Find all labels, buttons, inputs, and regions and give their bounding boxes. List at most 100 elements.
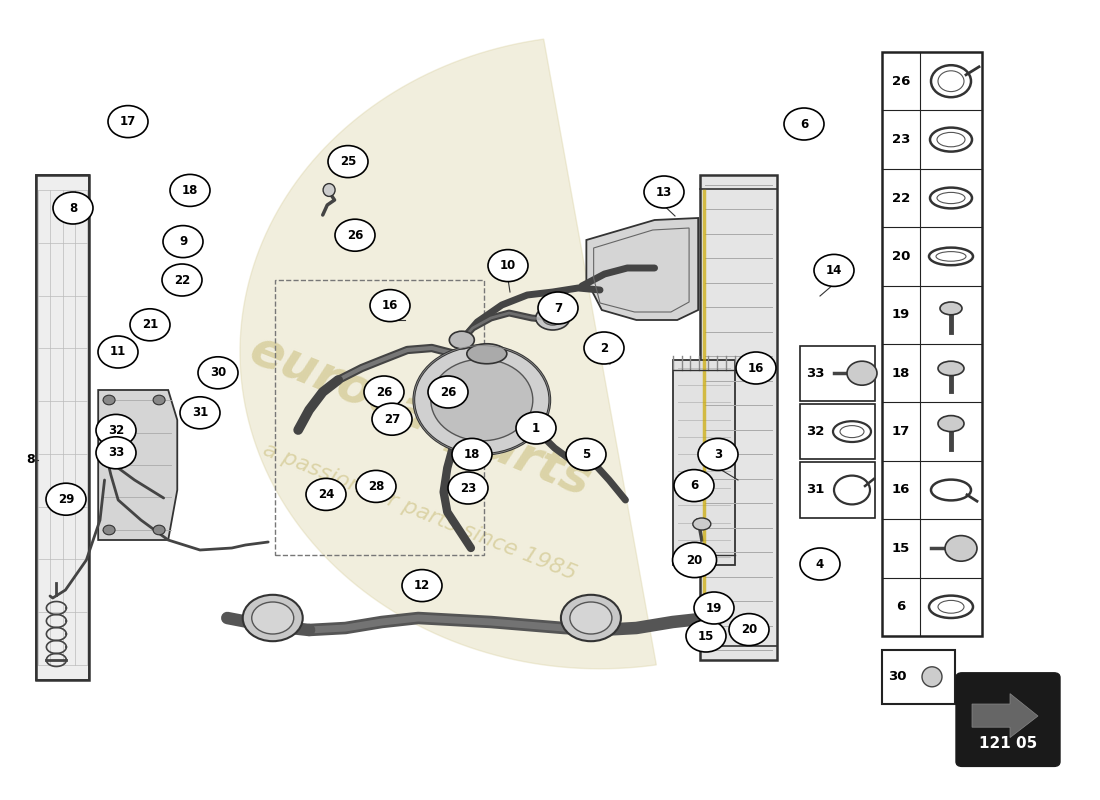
Circle shape [584,332,624,364]
Circle shape [448,472,488,504]
Circle shape [452,438,492,470]
Circle shape [103,395,116,405]
Ellipse shape [938,361,964,375]
Text: 6: 6 [800,118,808,130]
Polygon shape [98,390,177,540]
Text: 17: 17 [120,115,136,128]
Text: 15: 15 [697,630,714,642]
Circle shape [130,309,170,341]
Text: a passion for parts since 1985: a passion for parts since 1985 [261,440,580,584]
Text: 26: 26 [346,229,363,242]
Text: 21: 21 [142,318,158,331]
Text: 12: 12 [414,579,430,592]
Text: 26: 26 [440,386,456,398]
Bar [700,175,778,660]
Circle shape [103,525,116,534]
Text: 27: 27 [384,413,400,426]
Ellipse shape [940,302,962,314]
Bar [800,404,874,459]
Text: 32: 32 [806,425,824,438]
Text: 33: 33 [806,366,824,380]
Circle shape [328,146,369,178]
Circle shape [414,346,550,454]
Circle shape [96,437,136,469]
Text: 14: 14 [826,264,843,277]
Text: 1: 1 [532,422,540,434]
Text: 20: 20 [686,554,703,566]
Text: 5: 5 [582,448,590,461]
Text: 13: 13 [656,186,672,198]
Bar [275,280,484,555]
Circle shape [402,570,442,602]
Text: 22: 22 [174,274,190,286]
Circle shape [364,376,404,408]
Bar [36,175,89,680]
Text: 8: 8 [69,202,77,214]
Polygon shape [586,218,698,320]
Text: 20: 20 [892,250,910,263]
Circle shape [336,219,375,251]
Ellipse shape [561,594,620,642]
Text: 29: 29 [58,493,74,506]
Text: 6: 6 [690,479,698,492]
Text: 31: 31 [191,406,208,419]
Text: 18: 18 [892,366,910,380]
Text: 4: 4 [816,558,824,570]
Circle shape [370,290,410,322]
Ellipse shape [542,310,563,325]
Text: 121 05: 121 05 [979,737,1037,751]
Polygon shape [240,39,657,669]
Circle shape [736,352,776,384]
Text: 16: 16 [382,299,398,312]
Ellipse shape [466,344,507,364]
Text: 17: 17 [892,425,910,438]
Text: 15: 15 [892,542,910,555]
Text: 10: 10 [499,259,516,272]
Ellipse shape [570,602,612,634]
Text: 23: 23 [892,133,910,146]
Text: 23: 23 [460,482,476,494]
Text: 32: 32 [108,424,124,437]
Bar [800,346,874,401]
Ellipse shape [693,518,711,530]
Text: 11: 11 [110,346,126,358]
Circle shape [163,226,204,258]
Circle shape [108,106,148,138]
Circle shape [162,264,202,296]
Circle shape [729,614,769,646]
Circle shape [46,483,86,515]
Circle shape [694,592,734,624]
Text: 30: 30 [888,670,906,683]
FancyBboxPatch shape [956,673,1060,766]
Circle shape [945,535,977,561]
Text: 22: 22 [892,191,910,205]
Ellipse shape [922,667,942,686]
Polygon shape [972,694,1038,738]
Circle shape [847,361,877,385]
Circle shape [96,414,136,446]
Text: 19: 19 [706,602,723,614]
Circle shape [672,542,716,578]
Circle shape [488,250,528,282]
Bar [800,462,874,518]
Text: 19: 19 [892,308,910,322]
Ellipse shape [938,415,964,431]
Circle shape [53,192,94,224]
Ellipse shape [243,594,302,642]
Text: 31: 31 [806,483,824,497]
Circle shape [431,359,532,441]
Circle shape [198,357,238,389]
Ellipse shape [571,454,593,469]
Circle shape [538,292,578,324]
Circle shape [428,376,468,408]
Text: 16: 16 [892,483,910,497]
Circle shape [644,176,684,208]
Text: 25: 25 [340,155,356,168]
Text: 6: 6 [896,600,905,614]
Circle shape [98,336,138,368]
Text: 20: 20 [741,623,757,636]
Circle shape [180,397,220,429]
Text: 9: 9 [179,235,187,248]
Circle shape [674,470,714,502]
Ellipse shape [449,331,474,349]
